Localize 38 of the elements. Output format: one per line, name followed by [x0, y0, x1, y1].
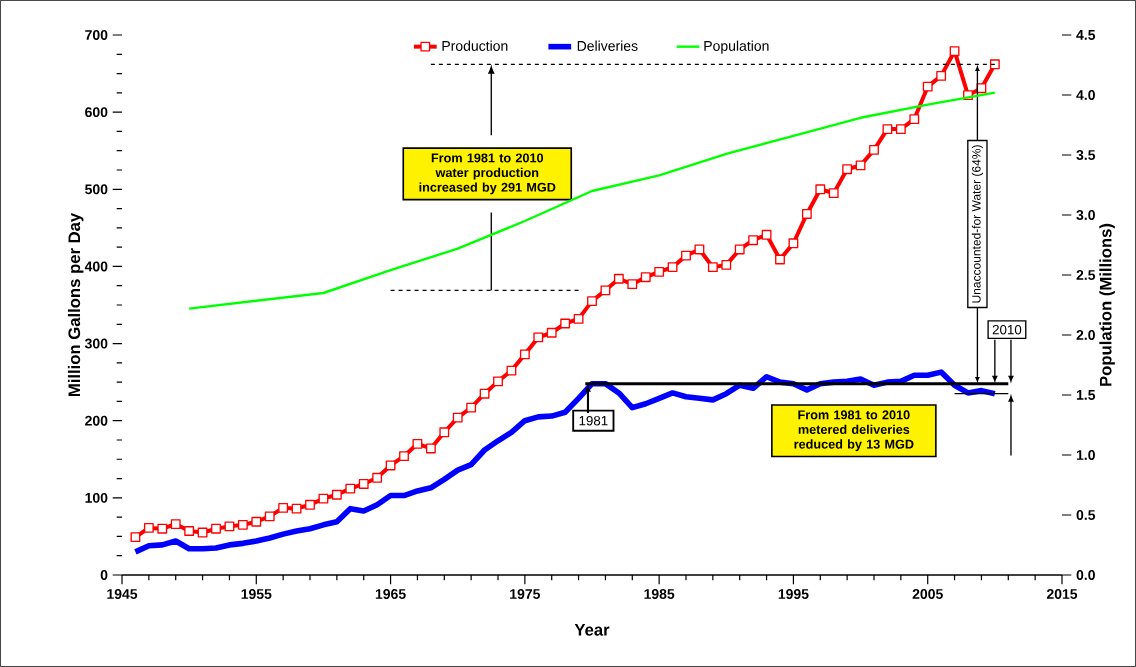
x-tick-label: 1955	[241, 589, 272, 599]
y-tick-label: 400	[84, 261, 108, 272]
x-tick-label: 1985	[644, 589, 675, 599]
x-tick-label: 2005	[912, 589, 943, 599]
y2-tick-label: 1.5	[1076, 390, 1096, 400]
x-tick-label: 2015	[1046, 589, 1078, 599]
y2-tick-label: 2.0	[1076, 330, 1095, 340]
y-tick-label: 100	[85, 492, 108, 503]
y2-tick-label: 3.0	[1076, 210, 1095, 220]
legend-label: Population	[704, 40, 769, 54]
x-tick-label: 1975	[510, 589, 541, 599]
y-tick-label: 600	[85, 107, 108, 118]
legend-label: Deliveries	[577, 40, 638, 51]
y2-tick-label: 4.0	[1076, 90, 1095, 100]
x-axis-title: Year	[574, 624, 610, 636]
line-series	[187, 91, 997, 310]
annotation: From 1981 to 2010 water production increased by 291 MGD	[419, 153, 556, 195]
y-axis-title: Million Gallons per Day	[67, 212, 84, 397]
y2-tick-label: 3.5	[1076, 150, 1096, 160]
y2-tick-label: 0.5	[1076, 510, 1096, 520]
y-tick-label: 700	[85, 30, 108, 40]
x-tick-label: 1995	[778, 589, 809, 599]
y2-tick-label: 1.0	[1076, 450, 1095, 460]
x-tick-label: 1945	[107, 589, 138, 599]
annotation: From 1981 to 2010 metered deliveries reduced by 13 MGD	[794, 410, 914, 452]
y2-tick-label: 4.5	[1076, 30, 1096, 40]
legend-label: Production	[442, 40, 508, 51]
y-tick-label: 0	[100, 570, 108, 580]
y-tick-label: 500	[85, 184, 108, 195]
annotation: 1981	[579, 415, 608, 426]
x-tick-label: 1965	[375, 589, 406, 599]
y2-axis-title: Population (Millions)	[1099, 223, 1115, 386]
y-tick-label: 200	[85, 415, 108, 426]
y-tick-label: 300	[84, 338, 108, 349]
y2-tick-label: 2.5	[1076, 270, 1096, 280]
y2-tick-label: 0.0	[1076, 570, 1095, 580]
annotation: 2010	[992, 324, 1022, 335]
annotation: Unaccounted-for Water (64%)	[971, 145, 983, 303]
